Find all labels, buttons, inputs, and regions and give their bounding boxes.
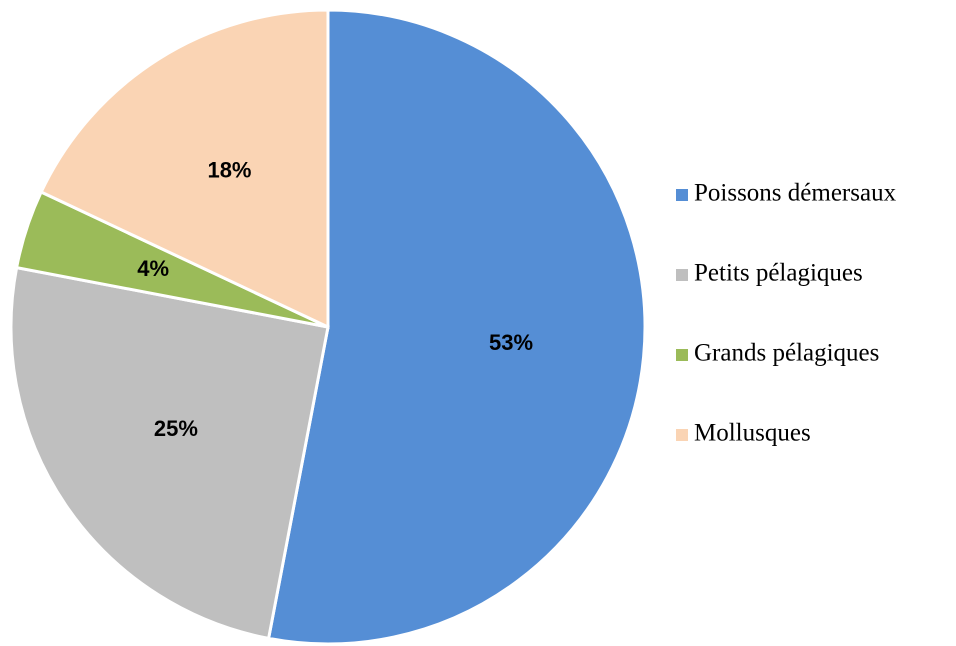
legend-swatch [676,269,688,281]
data-label: 25% [154,416,198,441]
legend-label: Grands pélagiques [694,340,879,367]
data-label: 53% [489,330,533,355]
data-label: 4% [137,256,169,281]
pie-slice [9,265,330,641]
legend-label: Petits pélagiques [694,260,863,287]
legend-label: Poissons démersaux [694,180,897,207]
legend-swatch [676,189,688,201]
data-label: 18% [207,158,251,183]
pie-slice [266,8,647,646]
pie-slice [39,8,330,330]
legend-label: Mollusques [694,420,811,447]
legend-swatch [676,429,688,441]
legend-swatch [676,349,688,361]
